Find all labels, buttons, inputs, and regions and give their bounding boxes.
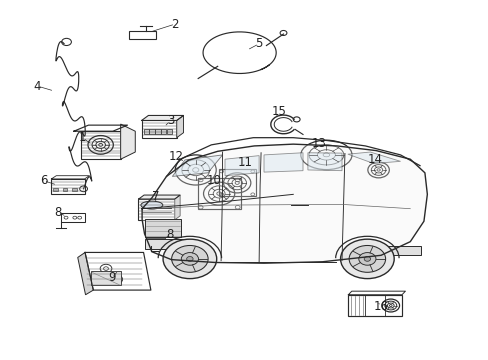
Text: 15: 15 bbox=[271, 105, 285, 118]
Bar bbox=[347, 295, 401, 316]
Bar bbox=[197, 178, 240, 210]
Text: 2: 2 bbox=[171, 18, 179, 31]
Bar bbox=[146, 238, 164, 246]
Bar bbox=[62, 188, 67, 191]
Bar bbox=[385, 246, 420, 255]
Polygon shape bbox=[142, 144, 427, 263]
Circle shape bbox=[186, 257, 193, 261]
Text: 1: 1 bbox=[79, 131, 86, 144]
Text: 8: 8 bbox=[166, 228, 174, 241]
Text: 10: 10 bbox=[206, 174, 221, 186]
Text: 4: 4 bbox=[34, 80, 41, 93]
Polygon shape bbox=[139, 195, 180, 199]
Polygon shape bbox=[224, 156, 259, 176]
Bar bbox=[218, 169, 255, 197]
Text: 7: 7 bbox=[152, 190, 159, 203]
Ellipse shape bbox=[141, 201, 163, 209]
Polygon shape bbox=[347, 152, 400, 163]
Polygon shape bbox=[176, 116, 183, 138]
Circle shape bbox=[340, 239, 393, 279]
Bar bbox=[72, 188, 77, 191]
Text: 14: 14 bbox=[367, 153, 382, 166]
Text: 11: 11 bbox=[238, 156, 252, 168]
Text: 5: 5 bbox=[255, 37, 262, 50]
Circle shape bbox=[364, 257, 370, 261]
Bar bbox=[142, 121, 176, 138]
Bar bbox=[161, 129, 166, 134]
Text: 13: 13 bbox=[310, 137, 325, 150]
Text: 6: 6 bbox=[40, 174, 47, 187]
Bar bbox=[155, 129, 160, 134]
Circle shape bbox=[348, 246, 385, 272]
Bar bbox=[144, 220, 181, 237]
Bar bbox=[144, 239, 188, 249]
Text: 12: 12 bbox=[168, 150, 183, 163]
Polygon shape bbox=[174, 195, 180, 220]
Bar bbox=[143, 129, 149, 134]
Circle shape bbox=[171, 246, 208, 272]
Polygon shape bbox=[78, 252, 93, 295]
Bar bbox=[91, 271, 121, 285]
Bar bbox=[61, 213, 85, 222]
Text: 8: 8 bbox=[55, 206, 62, 219]
Circle shape bbox=[181, 253, 198, 265]
Bar bbox=[138, 199, 175, 220]
Polygon shape bbox=[307, 153, 341, 171]
Bar bbox=[166, 129, 172, 134]
Text: 16: 16 bbox=[373, 300, 388, 313]
Polygon shape bbox=[142, 116, 183, 121]
Circle shape bbox=[163, 239, 216, 279]
Polygon shape bbox=[121, 124, 135, 159]
Circle shape bbox=[358, 253, 375, 265]
Bar bbox=[81, 131, 121, 159]
Bar bbox=[53, 188, 58, 191]
Polygon shape bbox=[264, 153, 303, 172]
Text: 3: 3 bbox=[166, 114, 174, 127]
Bar bbox=[149, 129, 155, 134]
Bar bbox=[51, 179, 84, 194]
Text: 9: 9 bbox=[108, 271, 115, 284]
Polygon shape bbox=[172, 155, 222, 176]
Bar bbox=[128, 31, 155, 39]
